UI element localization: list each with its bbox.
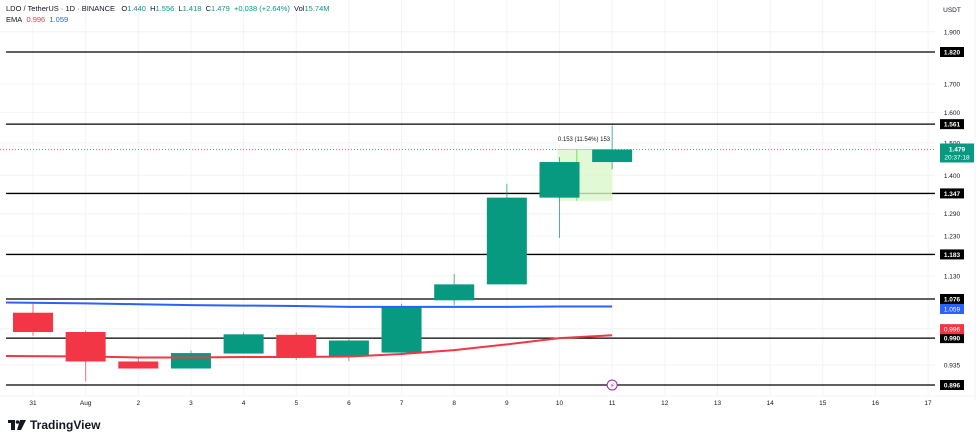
price-tick: 1.400 [944,173,961,180]
level-badge-label: 1.076 [944,296,961,303]
time-tick: 3 [189,400,193,407]
high-value: 1.556 [155,4,175,13]
level-badge[interactable] [940,249,964,260]
candle-up[interactable] [381,306,422,353]
horizontal-levels [0,51,935,386]
level-badge[interactable] [940,380,964,390]
time-tick: 11 [609,400,616,407]
time-tick: 17 [924,400,932,407]
price-tick: 1.130 [944,273,961,280]
ema-badge-label: 1.059 [944,306,961,313]
candle-down[interactable] [13,312,53,332]
time-tick: 12 [661,400,669,407]
candle-up[interactable] [434,284,475,301]
currency-label[interactable]: USDT [943,7,961,14]
price-axis: USDT1.9001.7001.6001.5001.4001.2901.2301… [0,0,976,400]
ema-slow-line[interactable] [5,301,613,308]
open-value: 1.440 [127,4,146,13]
level-badge[interactable] [940,188,964,199]
time-tick: 31 [29,400,37,407]
footer: TradingView [8,418,100,432]
level-badge[interactable] [940,119,964,130]
candle-up[interactable] [486,197,527,285]
low-value: 1.418 [182,4,202,13]
countdown-label: 20:37:18 [944,154,970,161]
time-tick: 14 [766,400,774,407]
candle-up[interactable] [170,353,211,369]
ema-fast-value: 0.996 [26,15,46,24]
price-tick: 1.700 [944,82,961,89]
ema-label: EMA [6,15,23,24]
symbol-row: LDO / TetherUS · 1D · BINANCE O1.440 H1.… [6,4,330,13]
level-badge[interactable] [940,293,964,304]
time-tick: Aug [80,400,92,407]
change-value: +0.038 (+2.64%) [234,4,290,13]
time-tick: 6 [347,400,351,407]
level-badge-label: 1.820 [944,50,961,57]
level-badge-label: 1.347 [944,191,961,198]
symbol-title[interactable]: LDO / TetherUS · 1D · BINANCE [6,4,116,13]
level-badge[interactable] [940,333,964,344]
volume-value: 15.74M [304,4,330,13]
event-lightning-icon[interactable]: ⚡ [606,379,618,391]
level-badge-label: 0.896 [944,383,961,390]
close-value: 1.479 [211,4,230,13]
measure-label: 0.153 (11.54%) 153 [558,137,611,143]
ema-row[interactable]: EMA 0.996 1.059 [6,14,330,25]
time-tick: 16 [872,400,880,407]
level-badge[interactable] [940,47,964,57]
current-price-label: 1.479 [949,146,966,153]
level-badge-label: 0.990 [944,336,961,343]
ema-fast-line[interactable] [5,334,613,359]
time-tick: 13 [714,400,722,407]
candle-down[interactable] [276,334,317,357]
price-tick: 1.290 [944,211,961,218]
brand-name: TradingView [30,418,101,432]
price-tick: 1.900 [944,29,961,36]
ema-lines: ⚡ [5,301,618,391]
time-tick: 15 [819,400,827,407]
time-tick: 5 [294,400,298,407]
measure-label-bg [556,133,612,144]
candle-up[interactable] [328,340,369,357]
legend: LDO / TetherUS · 1D · BINANCE O1.440 H1.… [6,3,330,25]
candle-down[interactable] [118,361,159,369]
time-tick: 4 [242,400,246,407]
ema-badge [940,303,964,314]
candle-up[interactable] [223,334,264,354]
time-axis: 31 Aug 2 3 4 5 6 7 8 9 10 11 12 13 14 15 16 17 [29,400,932,407]
candle-up[interactable] [539,162,580,198]
time-tick: 7 [400,400,404,407]
candle-up[interactable] [592,149,633,163]
tradingview-logo-icon [8,420,26,430]
price-tick: 1.230 [944,234,961,241]
ema-badge [940,324,964,335]
price-tick: 0.935 [944,362,961,369]
ema-slow-value: 1.059 [49,15,69,24]
level-badge-label: 1.561 [944,122,961,129]
ema-badge-label: 0.996 [944,327,961,334]
time-tick: 9 [505,400,509,407]
time-tick: 2 [136,400,140,407]
current-price-badge [940,143,974,163]
svg-text:⚡: ⚡ [610,382,615,390]
time-tick: 8 [452,400,456,407]
time-tick: 10 [556,400,564,407]
price-tick: 1.600 [944,110,961,117]
level-badge-label: 1.183 [944,252,961,259]
grid-lines [0,0,935,395]
candlesticks [13,125,633,382]
